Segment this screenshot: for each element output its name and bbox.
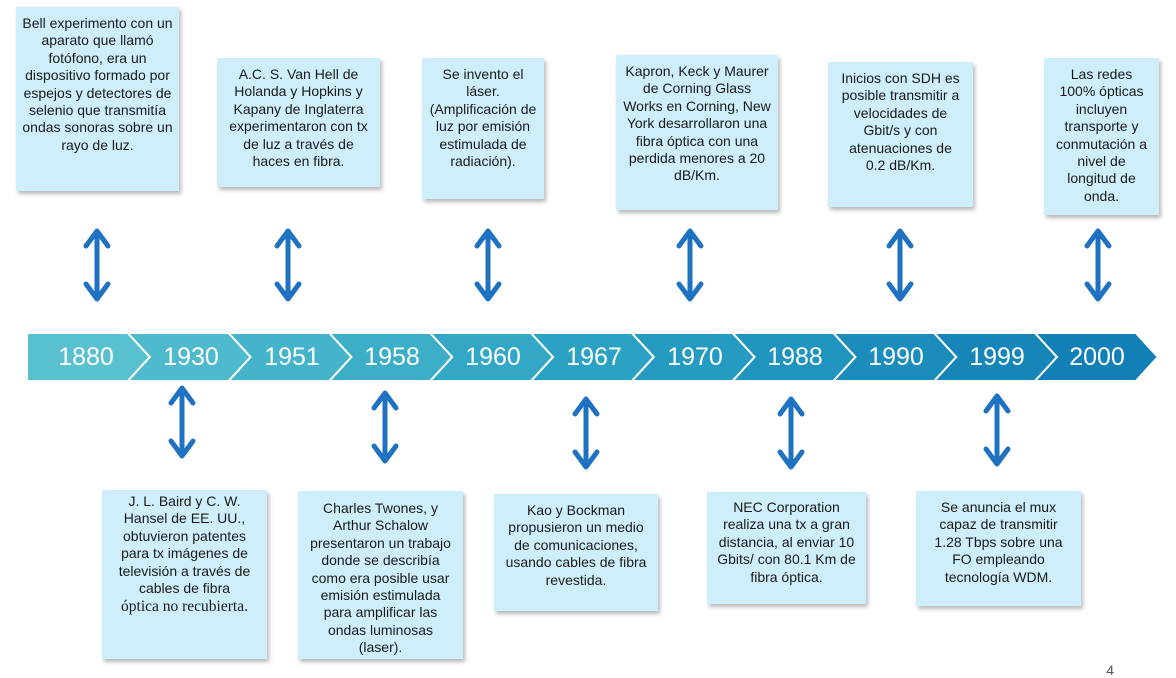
event-box-1880: Bell experimento con un aparato que llam… (16, 7, 179, 191)
event-box-2000: Las redes 100% ópticas incluyen transpor… (1044, 58, 1159, 215)
event-box-1960: Se invento el láser. (Amplificación de l… (422, 58, 544, 199)
event-text-1930: J. L. Baird y C. W. Hansel de EE. UU., o… (118, 493, 251, 616)
year-label-1930: 1930 (163, 343, 219, 371)
year-label-1988: 1988 (767, 343, 823, 371)
event-box-1990: Inicios con SDH es posible transmitir a … (828, 62, 973, 207)
year-label-1999: 1999 (969, 343, 1025, 371)
year-label-1880: 1880 (58, 343, 114, 371)
event-text-1958: Charles Twones, y Arthur Schalow present… (310, 500, 451, 656)
event-text-1990: Inicios con SDH es posible transmitir a … (841, 70, 960, 174)
event-text-1951: A.C. S. Van Hell de Holanda y Hopkins y … (229, 66, 368, 170)
timeline-chevron-2000 (1032, 332, 1160, 382)
event-text-1967: Kao y Bockman propusieron un medio de co… (505, 502, 647, 588)
event-box-1930: J. L. Baird y C. W. Hansel de EE. UU., o… (102, 490, 267, 659)
year-label-1990: 1990 (868, 343, 924, 371)
event-text-1960: Se invento el láser. (Amplificación de l… (429, 66, 537, 170)
event-text-1999: Se anuncia el mux capaz de transmitir 1.… (934, 499, 1063, 585)
page-number: 4 (1106, 662, 1114, 678)
year-label-1951: 1951 (264, 343, 320, 371)
event-text-1970: Kapron, Keck y Maurer de Corning Glass W… (623, 63, 771, 184)
year-label-1970: 1970 (667, 343, 723, 371)
event-box-1951: A.C. S. Van Hell de Holanda y Hopkins y … (217, 58, 380, 187)
year-label-1960: 1960 (465, 343, 521, 371)
event-text-1880: Bell experimento con un aparato que llam… (22, 15, 173, 153)
year-label-2000: 2000 (1069, 343, 1125, 371)
event-text-1930-serif: óptica no recubierta. (121, 598, 248, 616)
event-box-1999: Se anuncia el mux capaz de transmitir 1.… (916, 491, 1081, 606)
event-text-1988: NEC Corporation realiza una tx a gran di… (717, 499, 856, 585)
event-box-1958: Charles Twones, y Arthur Schalow present… (298, 491, 463, 659)
year-label-1958: 1958 (364, 343, 420, 371)
event-box-1970: Kapron, Keck y Maurer de Corning Glass W… (616, 55, 778, 210)
event-box-1988: NEC Corporation realiza una tx a gran di… (707, 492, 866, 604)
event-text-2000: Las redes 100% ópticas incluyen transpor… (1055, 66, 1148, 204)
event-box-1967: Kao y Bockman propusieron un medio de co… (494, 494, 658, 611)
year-label-1967: 1967 (566, 343, 622, 371)
